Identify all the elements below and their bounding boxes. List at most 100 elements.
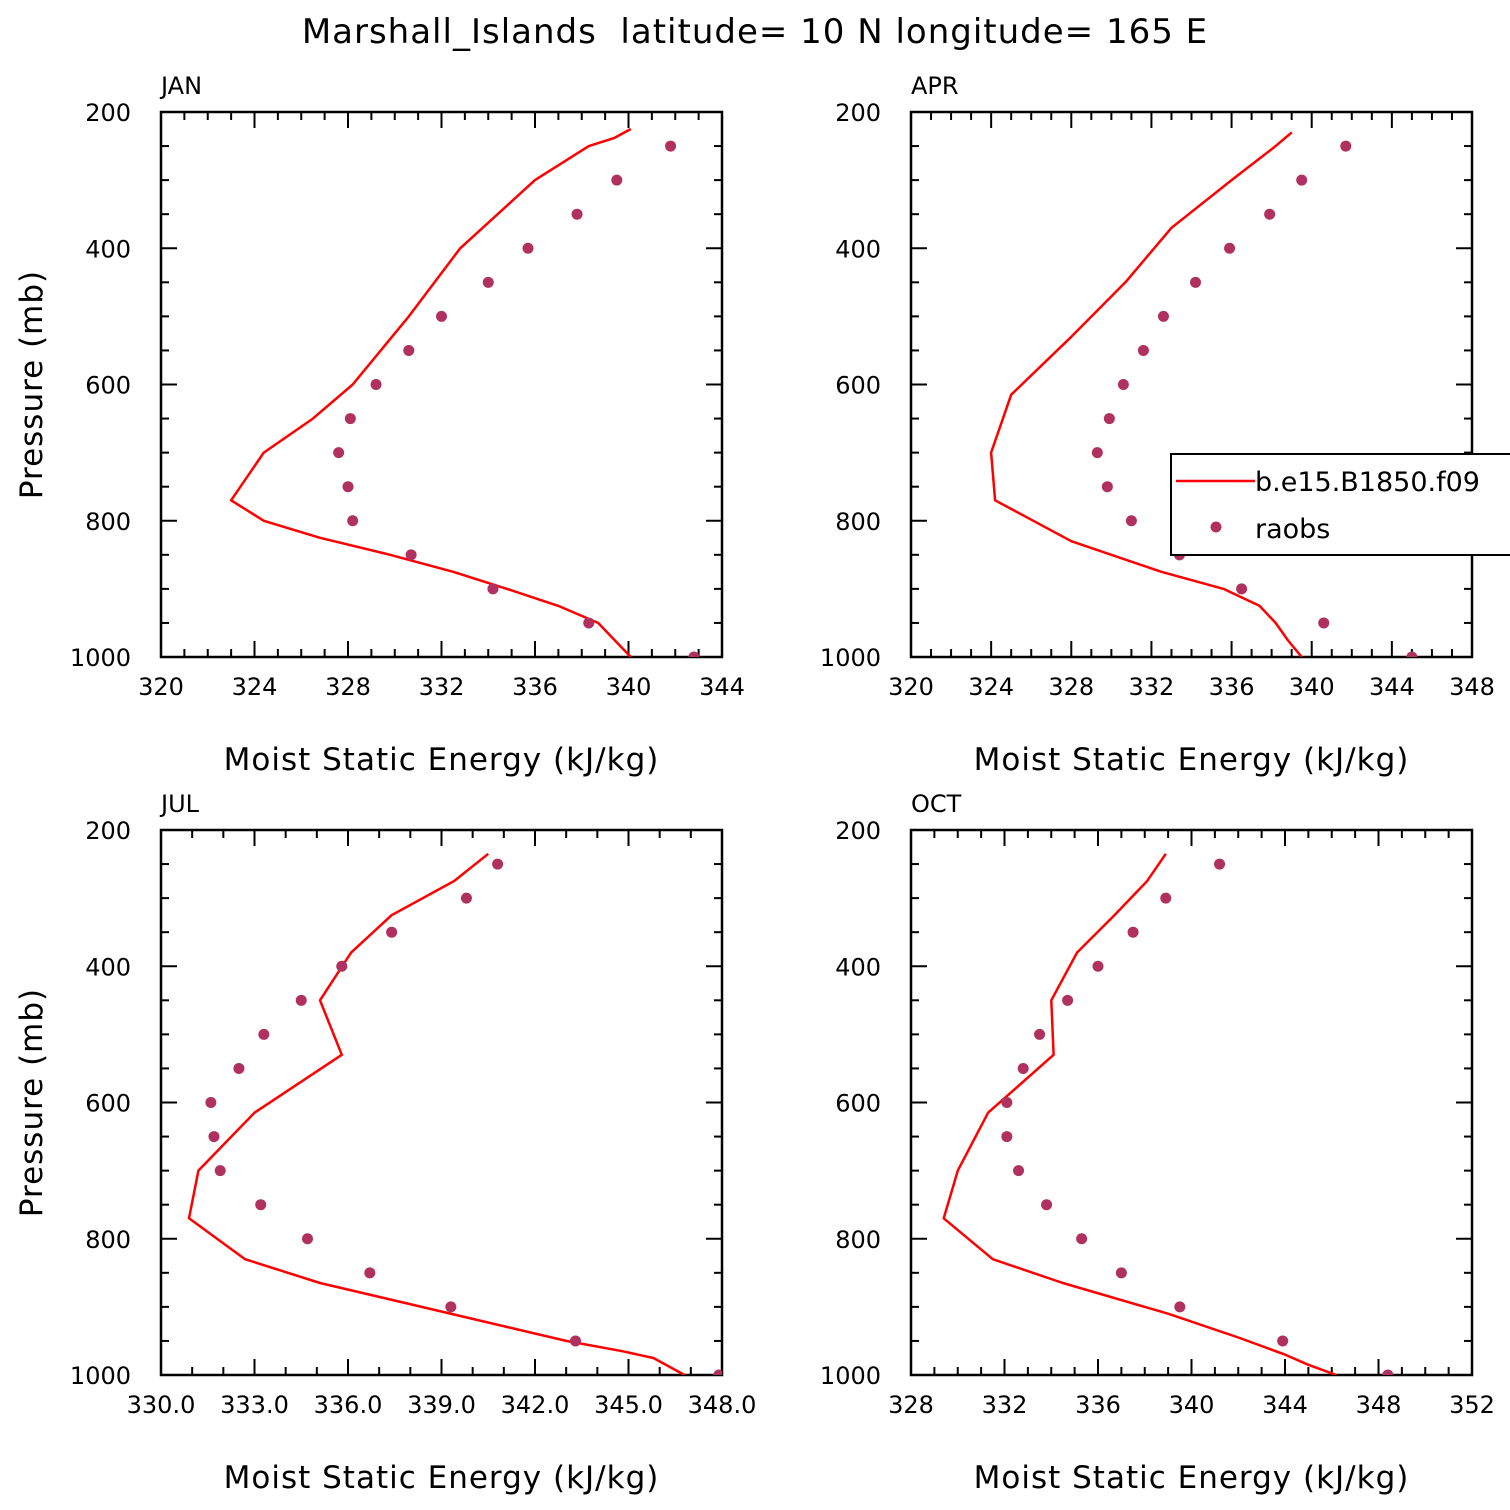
y-axis-label: Pressure (mb) (14, 988, 50, 1217)
obs-point (1264, 208, 1276, 220)
obs-point (611, 174, 623, 186)
obs-point (1174, 1301, 1186, 1313)
x-tick-label: 332 (1129, 673, 1175, 701)
obs-point (1062, 994, 1074, 1006)
series-group (942, 853, 1394, 1375)
obs-point (1001, 1131, 1013, 1143)
obs-point (1115, 1267, 1127, 1279)
y-tick-label: 1000 (820, 1362, 881, 1390)
x-axis-label: Moist Static Energy (kJ/kg) (224, 742, 660, 778)
obs-point (1382, 1369, 1394, 1375)
obs-point (403, 344, 415, 356)
x-tick-label: 348 (1356, 1391, 1402, 1419)
y-tick-label: 200 (835, 99, 881, 127)
obs-point (333, 447, 345, 459)
obs-point (1034, 1028, 1046, 1040)
legend-dot-swatch (1210, 521, 1222, 533)
x-tick-label: 352 (1449, 1391, 1495, 1419)
x-tick-label: 330.0 (127, 1391, 196, 1419)
y-tick-label: 400 (85, 953, 131, 981)
x-tick-label: 340 (606, 673, 652, 701)
obs-point (336, 960, 348, 972)
legend: b.e15.B1850.f09 raobs (1170, 453, 1510, 556)
obs-point (571, 208, 583, 220)
obs-point (1017, 1062, 1029, 1074)
obs-point (1224, 242, 1236, 254)
x-tick-label: 339.0 (407, 1391, 476, 1419)
obs-point (583, 617, 595, 629)
x-axis-label: Moist Static Energy (kJ/kg) (224, 1460, 660, 1496)
obs-point (436, 310, 447, 322)
obs-point (445, 1301, 457, 1313)
obs-point (364, 1267, 376, 1279)
x-tick-label: 336 (1209, 673, 1255, 701)
obs-point (208, 1131, 220, 1143)
obs-point (386, 926, 398, 938)
x-tick-label: 332 (419, 673, 465, 701)
model-line (229, 127, 632, 657)
x-tick-label: 345.0 (594, 1391, 663, 1419)
model-line (187, 852, 686, 1375)
obs-point (214, 1165, 226, 1177)
obs-point (1318, 617, 1330, 629)
obs-point (1406, 651, 1418, 657)
y-tick-label: 200 (85, 99, 131, 127)
y-tick-label: 400 (835, 235, 881, 263)
obs-point (1001, 1097, 1013, 1108)
obs-point (301, 1233, 313, 1245)
obs-point (1296, 174, 1308, 186)
x-tick-label: 328 (888, 1391, 934, 1419)
obs-point (344, 413, 356, 425)
obs-point (713, 1369, 722, 1375)
obs-point (255, 1199, 267, 1211)
obs-point (1236, 583, 1248, 595)
panel-label: OCT (911, 790, 962, 818)
model-line (989, 131, 1303, 657)
obs-point (1013, 1165, 1025, 1177)
obs-point (1125, 515, 1137, 527)
y-tick-label: 800 (85, 508, 131, 536)
obs-point (487, 583, 499, 595)
y-tick-label: 1000 (70, 644, 131, 672)
obs-point (1076, 1233, 1088, 1245)
obs-point (258, 1028, 270, 1040)
obs-point (1190, 276, 1202, 288)
x-axis-label: Moist Static Energy (kJ/kg) (974, 742, 1410, 778)
obs-point (570, 1335, 582, 1347)
series-group (989, 131, 1418, 657)
y-tick-label: 200 (835, 817, 881, 845)
obs-point (347, 515, 359, 527)
legend-label-model: b.e15.B1850.f09 (1255, 467, 1480, 498)
obs-point (460, 892, 472, 904)
obs-point (522, 242, 534, 254)
obs-point (1160, 892, 1172, 904)
x-axis-label: Moist Static Energy (kJ/kg) (974, 1460, 1410, 1496)
panel-apr: 320 324 328 332 336 340 344 348 200 400 600 800 1000… (820, 72, 1510, 778)
plot-frame (909, 110, 1474, 659)
obs-point (1157, 310, 1169, 322)
x-tick-label: 328 (1048, 673, 1094, 701)
x-tick-label: 324 (232, 673, 278, 701)
panel-oct: 328 332 336 340 344 348 352 200 400 600 800 1000 OCT… (820, 790, 1495, 1496)
obs-point (405, 549, 417, 561)
obs-point (1092, 960, 1104, 972)
x-tick-label: 340 (1169, 1391, 1215, 1419)
x-tick-label: 344 (1369, 673, 1415, 701)
y-tick-label: 400 (85, 235, 131, 263)
x-tick-label: 320 (138, 673, 184, 701)
x-tick-label: 344 (1262, 1391, 1308, 1419)
obs-point (295, 994, 307, 1006)
y-tick-label: 400 (835, 953, 881, 981)
panel-label: JAN (159, 72, 202, 100)
obs-point (1277, 1335, 1289, 1347)
x-tick-label: 344 (699, 673, 745, 701)
y-tick-label: 800 (835, 508, 881, 536)
x-tick-label: 328 (325, 673, 371, 701)
model-line (942, 853, 1337, 1375)
x-tick-label: 324 (968, 673, 1014, 701)
obs-point (665, 140, 677, 152)
x-tick-label: 320 (888, 673, 934, 701)
y-tick-label: 200 (85, 817, 131, 845)
x-tick-label: 332 (982, 1391, 1028, 1419)
